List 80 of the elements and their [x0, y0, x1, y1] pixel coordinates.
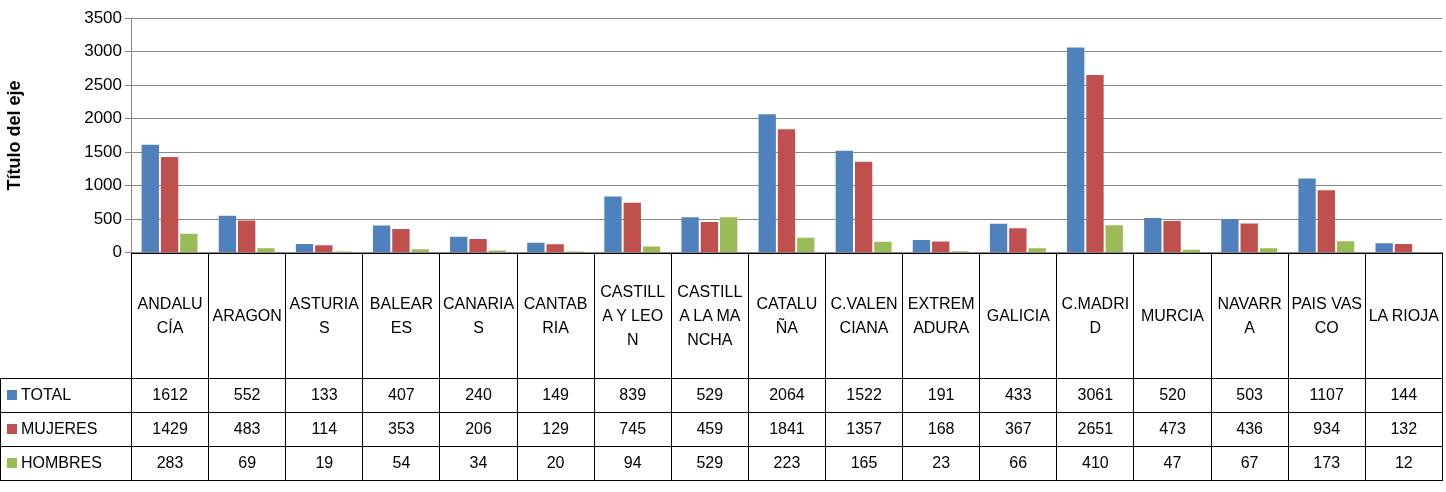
data-label: 1612 — [131, 378, 209, 413]
data-label: 173 — [1288, 446, 1366, 481]
legend-label: HOMBRES — [0, 446, 132, 481]
data-label: 410 — [1056, 446, 1134, 481]
data-label: 2651 — [1056, 412, 1134, 447]
data-label: 133 — [285, 378, 363, 413]
legend-label: MUJERES — [0, 412, 132, 447]
y-tick-label: 2000 — [84, 108, 122, 128]
data-label: 47 — [1133, 446, 1212, 481]
data-label: 2064 — [748, 378, 826, 413]
data-label: 503 — [1211, 378, 1289, 413]
data-label: 132 — [1365, 412, 1443, 447]
y-tick-label: 500 — [93, 208, 122, 228]
data-label: 34 — [439, 446, 518, 481]
x-tick-label: PAIS VASCO — [1288, 253, 1366, 379]
data-label: 240 — [439, 378, 518, 413]
data-label: 436 — [1211, 412, 1289, 447]
y-tick-label: 0 — [112, 242, 122, 262]
legend-label: TOTAL — [0, 378, 132, 413]
x-tick-label: ASTURIAS — [285, 253, 363, 379]
data-label: 168 — [902, 412, 980, 447]
data-label: 20 — [517, 446, 595, 481]
x-tick-label: BALEARES — [362, 253, 440, 379]
data-label: 114 — [285, 412, 363, 447]
data-label: 353 — [362, 412, 440, 447]
x-tick-label: NAVARRA — [1211, 253, 1289, 379]
data-label: 206 — [439, 412, 518, 447]
data-label: 165 — [825, 446, 903, 481]
y-tick-label: 3500 — [84, 7, 122, 27]
data-label: 1841 — [748, 412, 826, 447]
data-label: 407 — [362, 378, 440, 413]
x-tick-label: C.VALENCIANA — [825, 253, 903, 379]
data-label: 223 — [748, 446, 826, 481]
x-tick-label: EXTREMADURA — [902, 253, 980, 379]
x-tick-label: ARAGON — [208, 253, 286, 379]
data-label: 67 — [1211, 446, 1289, 481]
x-tick-label: LA RIOJA — [1365, 253, 1443, 379]
data-label: 745 — [594, 412, 672, 447]
data-label: 144 — [1365, 378, 1443, 413]
x-tick-label: CATALUÑA — [748, 253, 826, 379]
data-label: 459 — [671, 412, 749, 447]
data-label: 367 — [979, 412, 1057, 447]
data-label: 552 — [208, 378, 286, 413]
data-label: 69 — [208, 446, 286, 481]
x-tick-label: CANARIAS — [439, 253, 518, 379]
data-label: 1107 — [1288, 378, 1366, 413]
data-label: 94 — [594, 446, 672, 481]
x-tick-label: C.MADRID — [1056, 253, 1134, 379]
data-label: 483 — [208, 412, 286, 447]
data-label: 1429 — [131, 412, 209, 447]
x-tick-label: ANDALUCÍA — [131, 253, 209, 379]
data-label: 66 — [979, 446, 1057, 481]
data-label: 19 — [285, 446, 363, 481]
data-label: 1522 — [825, 378, 903, 413]
data-label: 3061 — [1056, 378, 1134, 413]
data-label: 23 — [902, 446, 980, 481]
x-tick-label: CANTABRIA — [517, 253, 595, 379]
y-axis-title: Título del eje — [3, 80, 24, 191]
data-label: 473 — [1133, 412, 1212, 447]
y-tick-label: 1000 — [84, 175, 122, 195]
data-label: 934 — [1288, 412, 1366, 447]
data-label: 520 — [1133, 378, 1212, 413]
data-label: 149 — [517, 378, 595, 413]
data-label: 191 — [902, 378, 980, 413]
x-tick-label: CASTILLA LA MANCHA — [671, 253, 749, 379]
data-label: 433 — [979, 378, 1057, 413]
data-label: 1357 — [825, 412, 903, 447]
x-tick-label: MURCIA — [1133, 253, 1212, 379]
x-tick-label: CASTILLA Y LEON — [594, 253, 672, 379]
data-label: 529 — [671, 378, 749, 413]
data-label: 54 — [362, 446, 440, 481]
data-label: 12 — [1365, 446, 1443, 481]
data-label: 129 — [517, 412, 595, 447]
data-label: 839 — [594, 378, 672, 413]
data-label: 283 — [131, 446, 209, 481]
y-tick-label: 3000 — [84, 41, 122, 61]
data-label: 529 — [671, 446, 749, 481]
y-tick-label: 1500 — [84, 141, 122, 161]
y-tick-label: 2500 — [84, 74, 122, 94]
x-tick-label: GALICIA — [979, 253, 1057, 379]
